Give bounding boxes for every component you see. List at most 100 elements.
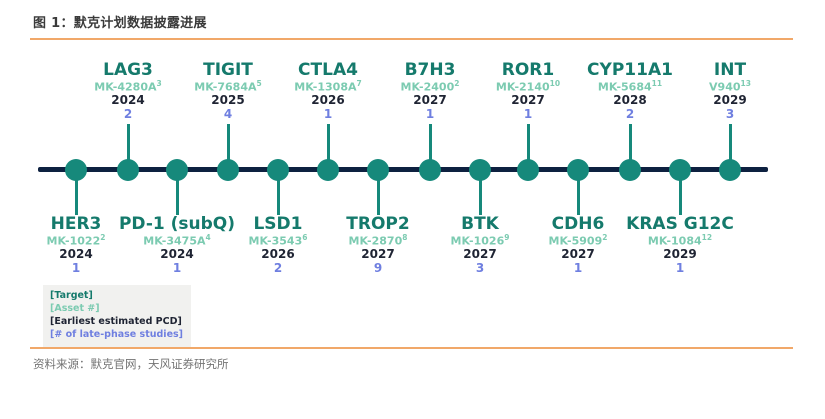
bottom-orange-rule [30,347,793,349]
event-stem [678,170,682,215]
event-pcd-year: 2027 [511,93,545,107]
event-target-name: ROR1 [501,60,555,80]
event-stem [478,170,482,215]
event-stem [376,170,380,215]
event-target-name: LAG3 [103,60,153,80]
event-asset-footnote: 13 [740,79,751,89]
event-stem [428,124,432,170]
event-asset-footnote: 9 [504,233,510,243]
event-stem [276,170,280,215]
event-dot [669,159,691,181]
event-pcd-year: 2026 [261,247,295,261]
event-asset-footnote: 2 [454,79,460,89]
event-labels: LSD1 MK-35436 2026 2 [248,214,308,276]
event-target-name: CTLA4 [298,60,358,80]
event-labels: TIGIT MK-7684A5 2025 4 [194,60,262,122]
figure-label: 图 1： [33,16,74,31]
event-target-name: TIGIT [203,60,253,80]
event-asset-number: MK-59092 [548,233,608,248]
event-asset-footnote: 2 [100,233,106,243]
event-labels: HER3 MK-10222 2024 1 [46,214,106,276]
event-asset-number: MK-35436 [248,233,308,248]
event-target-name: LSD1 [253,214,303,234]
event-asset-footnote: 2 [602,233,608,243]
event-asset-number: MK-28708 [348,233,408,248]
event-late-phase-count: 3 [475,261,485,276]
event-dot [719,159,741,181]
event-target-name: INT [713,60,747,80]
event-dot [469,159,491,181]
event-late-phase-count: 1 [425,107,435,122]
event-target-name: PD-1 (subQ) [118,214,236,234]
source-line: 资料来源：默克官网，天风证券研究所 [33,357,229,371]
event-asset-footnote: 3 [156,79,162,89]
event-asset-number: V94013 [709,79,751,94]
event-late-phase-count: 1 [573,261,583,276]
event-stem [126,124,130,170]
event-dot [517,159,539,181]
event-stem [576,170,580,215]
event-asset-footnote: 11 [651,79,663,89]
event-pcd-year: 2027 [561,247,595,261]
event-dot [419,159,441,181]
legend-item-target: [Target] [50,290,93,301]
event-labels: BTK MK-10269 2027 3 [450,214,510,276]
event-target-name: CDH6 [551,214,605,234]
event-asset-footnote: 10 [549,79,561,89]
figure-title: 默克计划数据披露进展 [73,16,207,31]
event-late-phase-count: 2 [123,107,133,122]
event-target-name: TROP2 [346,214,410,234]
event-dot [619,159,641,181]
event-asset-number: MK-7684A5 [194,79,262,94]
event-late-phase-count: 1 [523,107,533,122]
event-labels: KRAS G12C MK-108412 2029 1 [626,214,734,276]
event-dot [166,159,188,181]
event-labels: LAG3 MK-4280A3 2024 2 [94,60,162,122]
event-pcd-year: 2025 [211,93,245,107]
event-stem [175,170,179,215]
event-target-name: BTK [461,214,499,234]
event-late-phase-count: 9 [373,261,383,276]
event-asset-number: MK-10222 [46,233,106,248]
event-labels: ROR1 MK-214010 2027 1 [496,60,561,122]
event-stem [628,124,632,170]
event-pcd-year: 2029 [713,93,747,107]
event-labels: CYP11A1 MK-568411 2028 2 [587,60,673,122]
event-stem [226,124,230,170]
event-target-name: HER3 [50,214,102,234]
event-stem [526,124,530,170]
event-asset-number: MK-1308A7 [294,79,362,94]
event-late-phase-count: 3 [725,107,735,122]
figure-header: 图 1：默克计划数据披露进展 [33,12,207,31]
event-stem [326,124,330,170]
legend-item-pcd: [Earliest estimated PCD] [50,315,182,327]
event-late-phase-count: 4 [223,107,233,122]
event-pcd-year: 2027 [361,247,395,261]
event-labels: INT V94013 2029 3 [709,60,751,122]
event-dot [567,159,589,181]
event-dot [367,159,389,181]
event-late-phase-count: 1 [323,107,333,122]
event-dot [267,159,289,181]
event-labels: PD-1 (subQ) MK-3475A4 2024 1 [118,214,236,276]
event-late-phase-count: 1 [675,261,685,276]
event-asset-number: MK-108412 [647,233,713,248]
event-asset-footnote: 8 [402,233,408,243]
event-target-name: CYP11A1 [587,60,673,80]
event-asset-number: MK-10269 [450,233,510,248]
event-late-phase-count: 1 [172,261,182,276]
event-asset-footnote: 5 [256,79,262,89]
event-pcd-year: 2024 [160,247,194,261]
event-asset-footnote: 4 [205,233,211,243]
event-asset-footnote: 12 [701,233,713,243]
event-late-phase-count: 2 [273,261,283,276]
event-late-phase-count: 2 [625,107,635,122]
event-labels: TROP2 MK-28708 2027 9 [346,214,410,276]
event-pcd-year: 2028 [613,93,647,107]
event-labels: B7H3 MK-24002 2027 1 [401,60,460,122]
event-pcd-year: 2027 [413,93,447,107]
event-labels: CDH6 MK-59092 2027 1 [548,214,608,276]
legend-box: [Target] [Asset #] [Earliest estimated P… [43,285,192,348]
